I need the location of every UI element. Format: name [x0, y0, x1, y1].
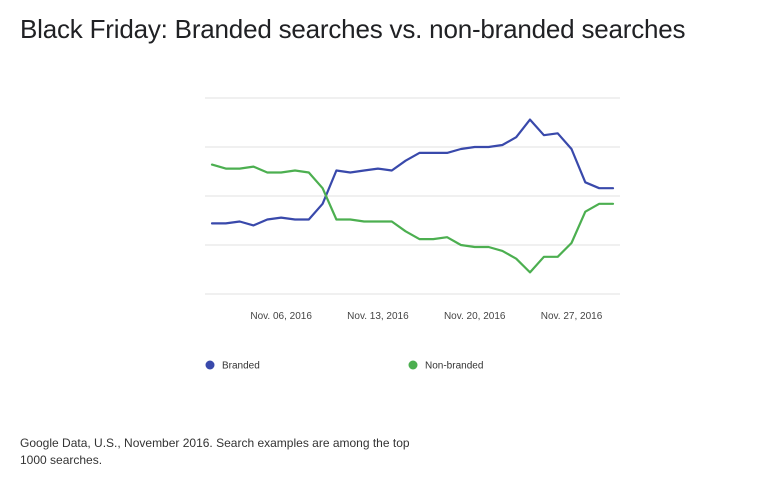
- legend-item-non-branded[interactable]: Non-branded: [408, 360, 484, 372]
- legend-marker: [408, 360, 418, 370]
- x-tick-label: Nov. 13, 2016: [347, 311, 409, 322]
- legend-marker: [205, 360, 215, 370]
- x-tick-label: Nov. 27, 2016: [541, 311, 603, 322]
- legend: Branded Non-branded: [205, 360, 484, 372]
- source-caption: Google Data, U.S., November 2016. Search…: [20, 436, 410, 467]
- chart-title: Black Friday: Branded searches vs. non-b…: [20, 14, 686, 44]
- legend-item-branded[interactable]: Branded: [205, 360, 260, 372]
- line-chart: Nov. 06, 2016 Nov. 13, 2016 Nov. 20, 2016 N…: [205, 97, 620, 372]
- series-lines: [210, 118, 615, 274]
- series-line-branded[interactable]: [210, 118, 615, 227]
- x-axis-ticks: Nov. 06, 2016 Nov. 13, 2016 Nov. 20, 2016 N…: [250, 311, 602, 322]
- x-tick-label: Nov. 06, 2016: [250, 311, 312, 322]
- legend-label: Branded: [222, 361, 260, 372]
- gridlines: [205, 97, 620, 295]
- series-line-non-branded[interactable]: [210, 163, 615, 274]
- x-tick-label: Nov. 20, 2016: [444, 311, 506, 322]
- legend-label: Non-branded: [425, 361, 483, 372]
